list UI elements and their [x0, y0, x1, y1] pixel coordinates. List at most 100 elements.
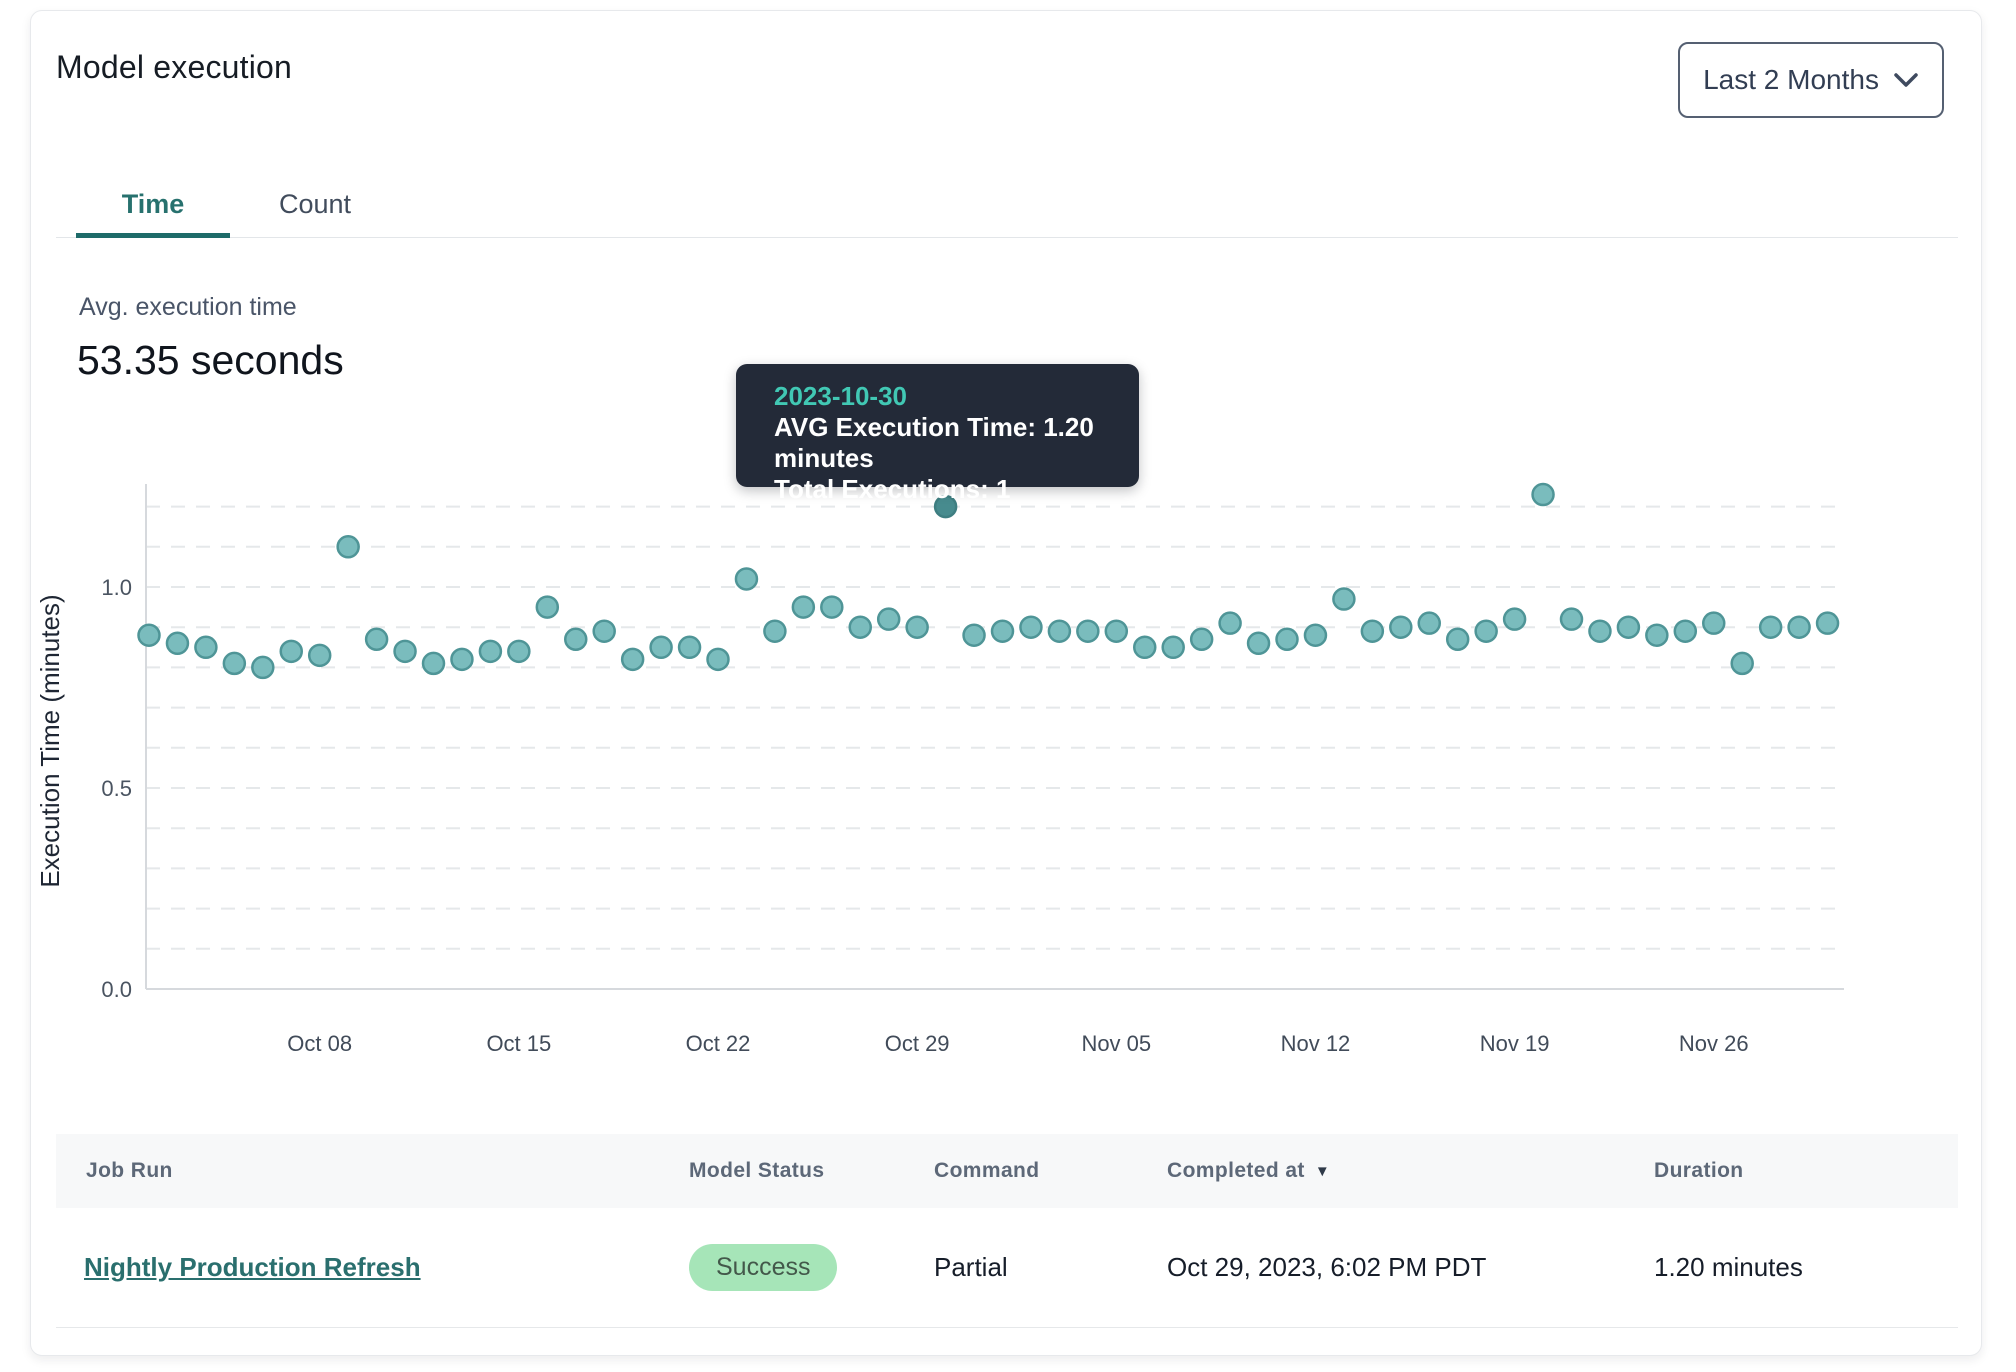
- data-point[interactable]: [990, 619, 1015, 643]
- data-point[interactable]: [1616, 615, 1641, 639]
- x-tick-label: Oct 22: [686, 1031, 751, 1056]
- data-point[interactable]: [478, 639, 503, 664]
- job-run-link[interactable]: Nightly Production Refresh: [84, 1252, 421, 1282]
- data-point[interactable]: [1104, 619, 1129, 643]
- avg-execution-time-value: 53.35 seconds: [77, 337, 344, 383]
- data-point[interactable]: [307, 643, 332, 668]
- row-divider: [56, 1327, 1958, 1328]
- tooltip-avg-execution: AVG Execution Time: 1.20 minutes: [774, 412, 1094, 473]
- data-point[interactable]: [1076, 619, 1100, 643]
- tab-count[interactable]: Count: [278, 188, 352, 219]
- data-point[interactable]: [1787, 615, 1811, 639]
- data-point[interactable]: [876, 607, 901, 631]
- chart-tabs: Time Count: [56, 171, 1958, 238]
- data-point[interactable]: [1246, 631, 1271, 656]
- tooltip-date: 2023-10-30: [774, 381, 907, 411]
- data-point[interactable]: [1815, 611, 1840, 635]
- data-point[interactable]: [1019, 615, 1043, 639]
- chart-tooltip: 2023-10-30 AVG Execution Time: 1.20 minu…: [736, 364, 1139, 504]
- data-point[interactable]: [763, 619, 787, 643]
- data-point[interactable]: [507, 639, 531, 664]
- data-point[interactable]: [1730, 651, 1754, 676]
- data-point[interactable]: [1303, 623, 1328, 647]
- data-point[interactable]: [1417, 611, 1441, 635]
- chevron-down-icon: [1894, 73, 1918, 87]
- y-tick-label: 0.0: [101, 977, 132, 1002]
- data-point[interactable]: [1588, 619, 1612, 643]
- date-range-dropdown[interactable]: Last 2 Months: [1678, 42, 1944, 118]
- date-range-label: Last 2 Months: [1703, 64, 1879, 95]
- data-point[interactable]: [706, 647, 730, 672]
- data-point[interactable]: [1047, 619, 1072, 643]
- data-point[interactable]: [791, 595, 816, 619]
- data-point[interactable]: [1502, 607, 1527, 631]
- data-point[interactable]: [535, 595, 560, 619]
- data-point[interactable]: [848, 615, 872, 639]
- avg-execution-time-label: Avg. execution time: [79, 293, 297, 321]
- data-point[interactable]: [336, 535, 360, 559]
- data-point[interactable]: [137, 623, 161, 647]
- y-axis-title: Execution Time (minutes): [35, 594, 65, 887]
- runs-table-header: Job Run Model Status Command Completed a…: [56, 1134, 1958, 1208]
- column-duration: Duration: [1654, 1159, 1744, 1182]
- x-tick-label: Nov 12: [1281, 1031, 1351, 1056]
- data-point[interactable]: [450, 647, 474, 672]
- data-point[interactable]: [1161, 635, 1185, 660]
- data-point[interactable]: [1218, 611, 1242, 635]
- data-point[interactable]: [1474, 619, 1498, 643]
- data-point[interactable]: [1445, 627, 1470, 652]
- tab-time[interactable]: Time: [76, 171, 230, 238]
- x-tick-label: Nov 26: [1679, 1031, 1749, 1056]
- x-tick-label: Oct 08: [287, 1031, 352, 1056]
- data-point[interactable]: [279, 639, 303, 664]
- command-cell: Partial: [934, 1252, 1008, 1282]
- x-tick-label: Nov 05: [1081, 1031, 1151, 1056]
- data-point[interactable]: [677, 635, 702, 660]
- data-point[interactable]: [1332, 587, 1356, 611]
- page-title: Model execution: [56, 49, 293, 85]
- column-completed-at[interactable]: Completed at ▼: [1167, 1159, 1331, 1182]
- job-run-cell: Nightly Production Refresh: [84, 1208, 421, 1327]
- column-model-status: Model Status: [689, 1159, 825, 1182]
- data-point[interactable]: [1189, 627, 1214, 652]
- data-point[interactable]: [1645, 623, 1669, 647]
- sort-desc-icon: ▼: [1314, 1162, 1331, 1180]
- model-status-cell: Success: [689, 1208, 838, 1327]
- data-point-highlighted[interactable]: [933, 494, 958, 519]
- data-point[interactable]: [393, 639, 417, 664]
- data-point[interactable]: [165, 631, 190, 656]
- data-point[interactable]: [1275, 627, 1299, 652]
- column-command: Command: [934, 1159, 1040, 1182]
- y-tick-label: 1.0: [101, 575, 132, 600]
- tooltip-total-executions: Total Executions: 1: [774, 474, 1011, 504]
- data-point[interactable]: [905, 615, 929, 639]
- data-point[interactable]: [1531, 482, 1555, 507]
- table-row: Nightly Production Refresh Success Parti…: [56, 1208, 1958, 1327]
- data-point[interactable]: [649, 635, 673, 660]
- status-badge: Success: [689, 1244, 838, 1291]
- x-tick-label: Oct 15: [486, 1031, 551, 1056]
- data-point[interactable]: [194, 635, 218, 660]
- data-point[interactable]: [1673, 619, 1698, 643]
- data-point[interactable]: [1133, 635, 1157, 660]
- data-point[interactable]: [222, 651, 247, 676]
- completed-at-cell: Oct 29, 2023, 6:02 PM PDT: [1167, 1252, 1487, 1282]
- data-point[interactable]: [1360, 619, 1385, 643]
- data-point[interactable]: [620, 647, 645, 672]
- data-point[interactable]: [820, 595, 844, 619]
- data-point[interactable]: [962, 623, 986, 647]
- data-point[interactable]: [1389, 615, 1413, 639]
- column-job-run: Job Run: [86, 1159, 173, 1182]
- execution-chart: Execution Time (minutes) 0.0 0.5 1.0 Oct 08…: [35, 482, 1844, 1056]
- data-point[interactable]: [564, 627, 588, 652]
- data-point[interactable]: [1702, 611, 1726, 635]
- data-point[interactable]: [592, 619, 616, 643]
- data-point[interactable]: [1559, 607, 1584, 631]
- model-execution-card: Model execution Last 2 Months Time Count…: [30, 10, 1982, 1356]
- data-point[interactable]: [421, 651, 446, 676]
- data-point[interactable]: [364, 627, 389, 652]
- data-point[interactable]: [734, 567, 759, 591]
- data-point[interactable]: [1758, 615, 1783, 639]
- data-point[interactable]: [251, 655, 275, 680]
- y-tick-label: 0.5: [101, 776, 132, 801]
